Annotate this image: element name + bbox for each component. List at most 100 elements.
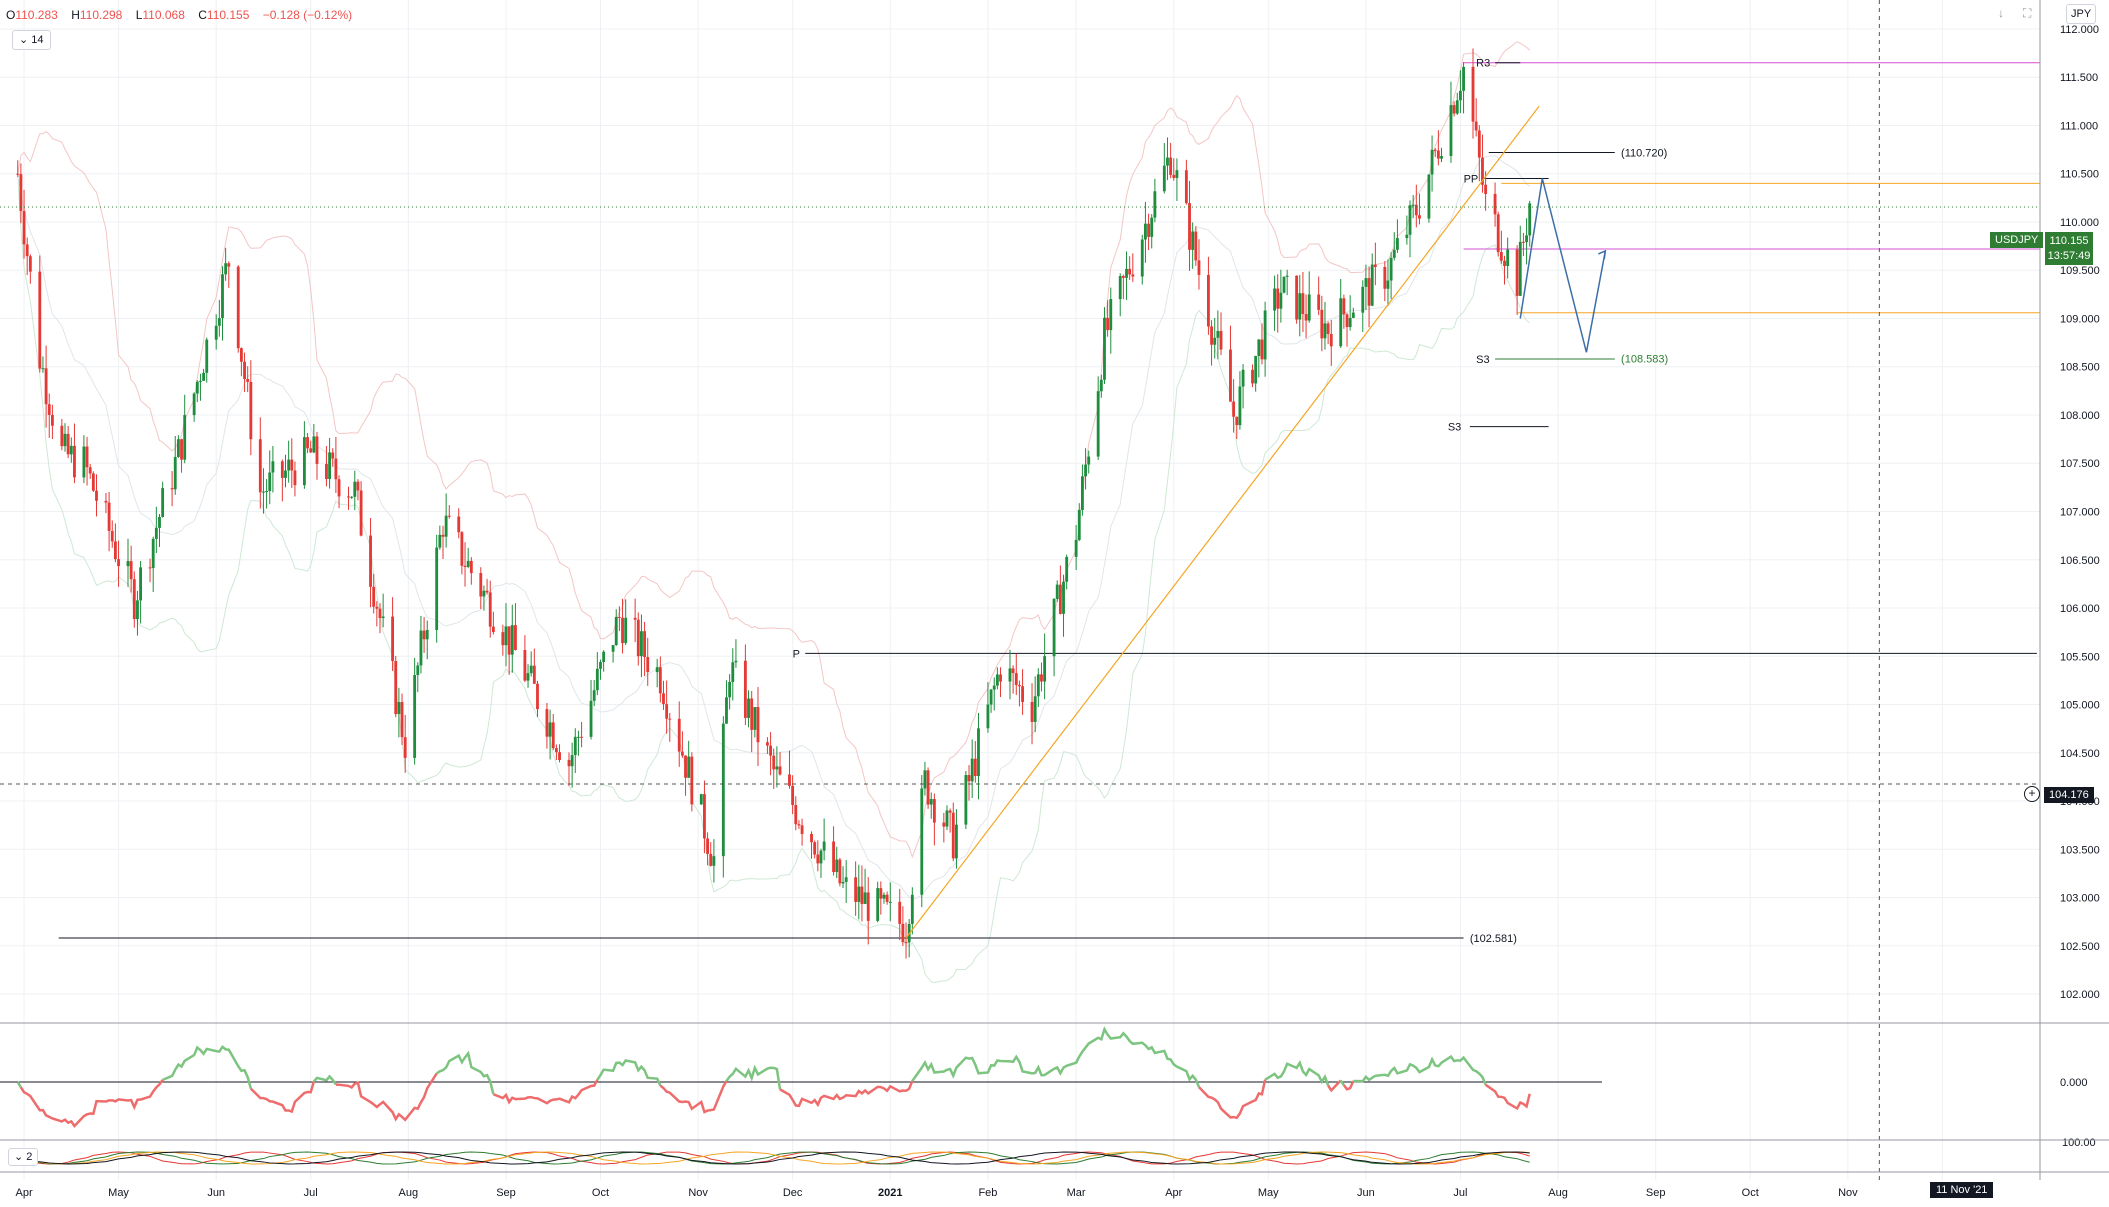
candle-body [1210,326,1213,345]
candle-body [646,657,650,673]
x-tick-label: May [108,1187,129,1199]
arrow-down-icon[interactable]: ↓ [1998,6,2004,20]
candle-body [1506,249,1510,266]
candle-body [901,923,905,943]
candle-body [287,459,291,471]
candle-body [306,437,309,449]
candle-body [359,490,363,536]
candle-body [1345,314,1349,327]
candle-body [1307,294,1311,321]
y-tick-label: 107.000 [2060,507,2100,519]
candle-body [1295,275,1299,320]
candle-body [554,748,558,753]
x-tick-label: Jul [304,1187,318,1199]
stoch-line [17,1151,1530,1165]
candle-body [747,698,750,718]
candle-body [955,824,958,859]
stoch-line [17,1151,1530,1165]
candle-body [1077,509,1081,540]
candle-body [885,894,889,902]
candle-body [1493,193,1497,215]
candle-body [1021,686,1024,702]
candle-body [337,479,341,497]
candle-body [447,515,451,517]
candle-body [775,766,779,770]
maximize-icon[interactable]: ⛶ [2023,6,2032,20]
candle-body [1373,264,1377,267]
candle-body [1008,668,1012,682]
candle-body [529,665,533,674]
candle-body [863,892,867,904]
candle-body [838,859,842,884]
candle-body [202,372,206,381]
currency-button[interactable]: JPY [2066,4,2097,24]
candle-body [1433,149,1437,151]
y-tick-label: 110.500 [2060,169,2099,181]
candle-body [1304,314,1308,321]
candle-body [394,661,398,715]
level-label: (110.720) [1621,147,1667,159]
x-tick-label: Sep [496,1187,516,1199]
crosshair-plus-icon[interactable]: + [2024,786,2040,802]
drawings [0,0,2040,1180]
level-label: S3 [1448,422,1461,434]
osc-line [335,1072,438,1122]
candle-body [425,629,429,640]
candle-body [1370,264,1374,306]
candle-body [643,631,647,658]
candle-body [309,448,313,453]
osc-line [596,1059,662,1087]
candle-body [501,632,505,646]
candle-body [227,263,231,267]
candle-body [419,630,423,666]
osc-line [659,1080,728,1114]
candle-body [154,527,158,539]
candle-body [658,667,662,694]
change-value: −0.128 (−0.12%) [262,8,353,22]
candle-body [1058,584,1062,614]
candle-body [1188,203,1191,250]
candle-body [655,667,659,673]
x-tick-label: Mar [1067,1187,1086,1199]
candle-body [463,565,467,567]
y-tick-label: 107.500 [2060,458,2100,470]
x-tick-label: Apr [1165,1187,1182,1199]
candle-body [621,617,624,644]
x-tick-label: Jun [207,1187,225,1199]
candle-body [992,685,996,690]
candle-body [1153,191,1157,218]
candle-body [876,888,880,921]
close-value: 110.155 [206,8,250,22]
candle-body [709,853,713,866]
candle-body [592,690,596,701]
low-value: 110.068 [142,8,185,22]
candle-body [249,381,253,440]
osc-zero-label: 0.000 [2060,1077,2088,1089]
symbol-badge: USDJPY [1990,232,2044,248]
candle-body [180,439,183,460]
level-label: P [793,648,800,660]
candle-body [25,244,29,257]
candle-body [1496,214,1500,252]
candle-body [665,704,669,719]
candle-body [262,491,265,493]
lower-band [17,174,1530,983]
candle-body [82,446,86,478]
candle-body [1427,174,1431,219]
y-tick-label: 103.500 [2060,844,2100,856]
candle-body [280,461,284,478]
osc-line [1198,1079,1267,1120]
x-tick-label: Oct [592,1187,609,1199]
candle-body [28,256,32,272]
candle-body [1528,203,1532,236]
candle-body [63,433,67,447]
candle-body [38,271,42,369]
candle-body [611,645,615,652]
candle-body [1235,416,1239,426]
oscillator-toggle[interactable]: ⌄ 2 [8,1148,39,1166]
candle-body [369,535,372,587]
candle-body [1521,241,1525,243]
indicator-length-tag[interactable]: ⌄ 14 [12,30,51,50]
stochastic-pane: 100.00 [17,1137,2096,1165]
